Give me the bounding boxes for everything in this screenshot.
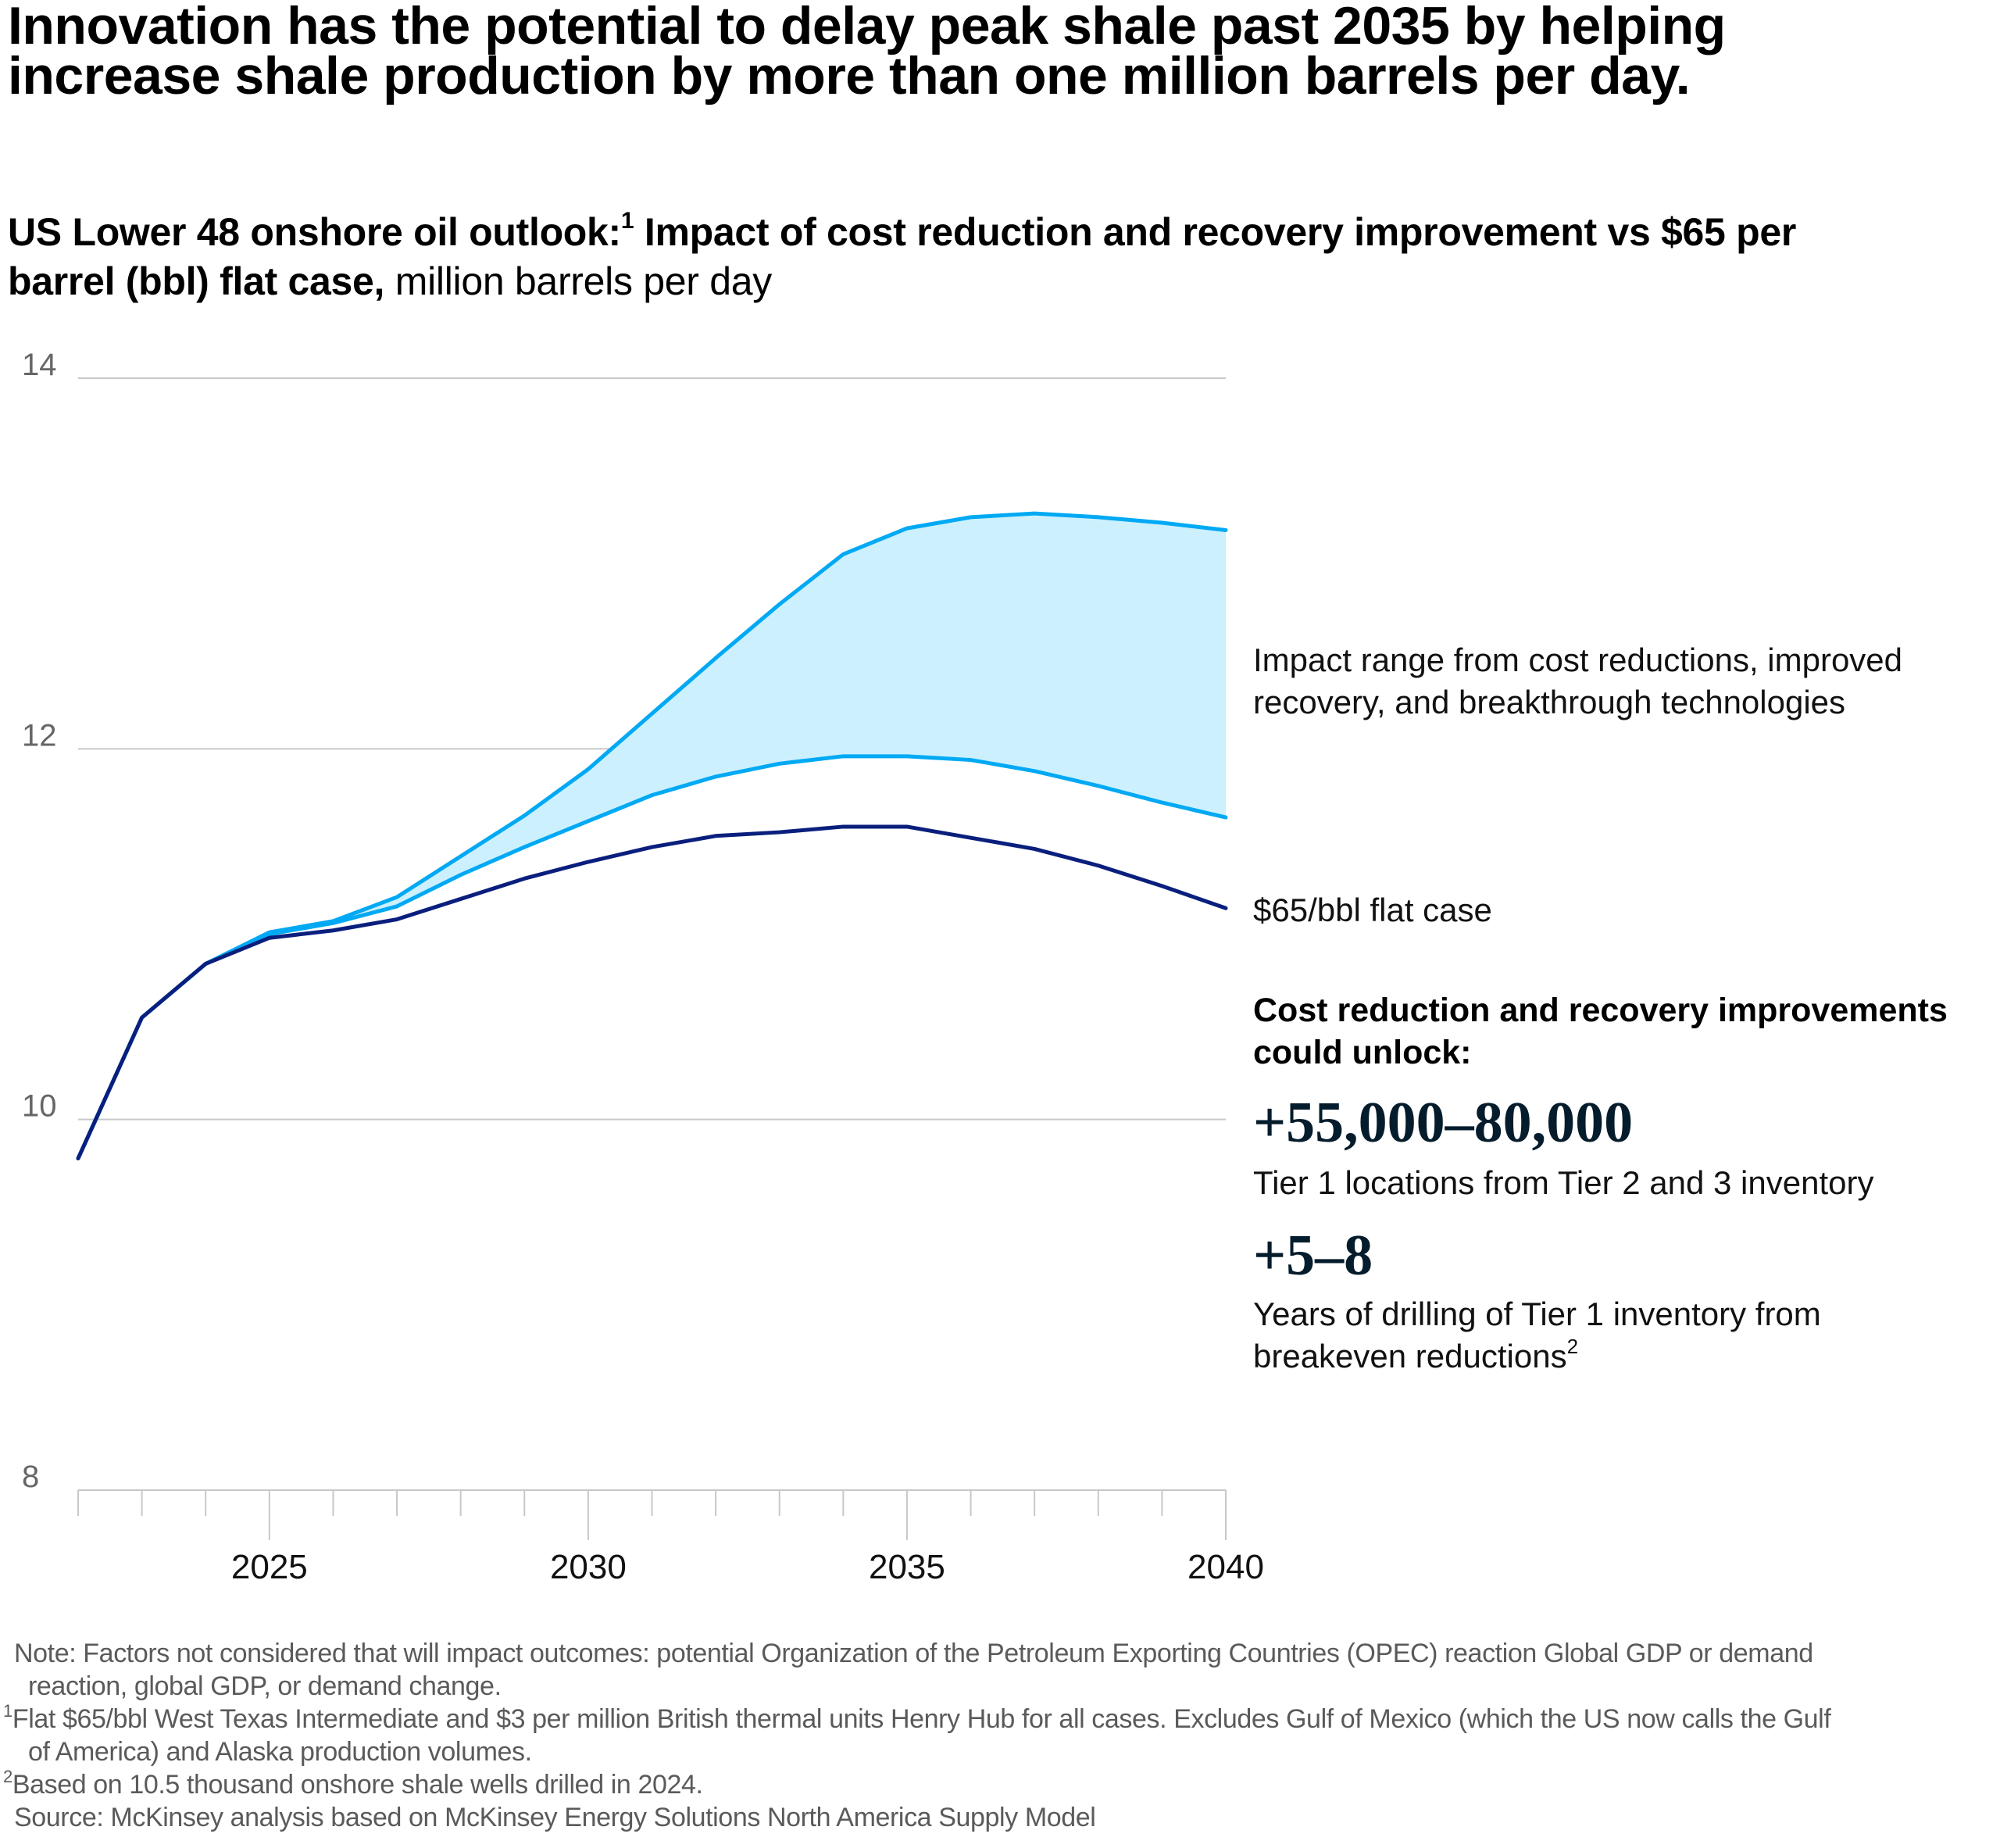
- footnote-1-line2: of America) and Alaska production volume…: [28, 1737, 532, 1767]
- impact-range-band: [78, 513, 1226, 1159]
- stat-locations-description: Tier 1 locations from Tier 2 and 3 inven…: [1253, 1164, 1874, 1201]
- subtitle-unit: million barrels per day: [384, 259, 773, 303]
- x-tick-label-2025: 2025: [231, 1548, 308, 1586]
- chart-subtitle: US Lower 48 onshore oil outlook:1 Impact…: [8, 208, 1961, 306]
- unlock-heading-line1: Cost reduction and recovery improvements: [1253, 992, 1948, 1029]
- x-axis: [77, 1489, 1227, 1540]
- subtitle-bold-2: Impact of cost reduction and recovery im…: [634, 210, 1797, 254]
- flat-case-line: [76, 824, 1228, 1160]
- footnote-1-ref: 1: [3, 1701, 12, 1721]
- footnote-2-line1: Based on 10.5 thousand onshore shale wel…: [12, 1770, 703, 1800]
- stat-years-value: +5–8: [1253, 1224, 1373, 1288]
- x-tick-label-2035: 2035: [869, 1548, 945, 1586]
- footnotes: Note: Factors not considered that will i…: [3, 1637, 1991, 1834]
- impact-range-label-line1: Impact range from cost reductions, impro…: [1253, 642, 1903, 678]
- note-line1: Note: Factors not considered that will i…: [14, 1639, 1813, 1668]
- unlock-heading-line2: could unlock:: [1253, 1034, 1472, 1071]
- flat-case-label: $65/bbl flat case: [1253, 892, 1492, 928]
- line-chart: 8 10 12 14 2025 2030 2035 2040: [22, 348, 1264, 1586]
- stat-years-footnote-ref: 2: [1566, 1335, 1579, 1358]
- y-tick-label-8: 8: [22, 1460, 39, 1494]
- subtitle-footnote-ref: 1: [620, 208, 634, 234]
- stat-years-description: Years of drilling of Tier 1 inventory fr…: [1253, 1293, 1821, 1378]
- y-tick-label-10: 10: [22, 1089, 57, 1124]
- stat-locations-value: +55,000–80,000: [1253, 1091, 1634, 1155]
- stat-years-description-line2: breakeven reductions: [1253, 1338, 1567, 1374]
- subtitle-bold-3: barrel (bbl) flat case,: [8, 259, 385, 303]
- subtitle-bold-1: US Lower 48 onshore oil outlook:: [8, 210, 621, 254]
- impact-range-high-line: [76, 511, 1228, 1160]
- x-tick-label-2040: 2040: [1188, 1548, 1264, 1586]
- footnote-2-ref: 2: [3, 1767, 12, 1786]
- y-tick-label-14: 14: [22, 348, 57, 382]
- page-title-line2: increase shale production by more than o…: [8, 46, 1691, 105]
- x-axis-labels: 2025 2030 2035 2040: [231, 1548, 1264, 1586]
- page-title-line1: Innovation has the potential to delay pe…: [8, 0, 1726, 55]
- impact-range-area: [78, 513, 1226, 1159]
- impact-range-label: Impact range from cost reductions, impro…: [1253, 639, 1902, 724]
- impact-range-low-line: [76, 754, 1228, 1160]
- x-tick-label-2030: 2030: [550, 1548, 627, 1586]
- unlock-heading: Cost reduction and recovery improvements…: [1253, 989, 1948, 1074]
- series-lines: [76, 511, 1228, 1160]
- y-tick-label-12: 12: [22, 718, 57, 752]
- stat-years-description-line1: Years of drilling of Tier 1 inventory fr…: [1253, 1296, 1821, 1332]
- source-line: Source: McKinsey analysis based on McKin…: [14, 1803, 1096, 1832]
- footnote-1-line1: Flat $65/bbl West Texas Intermediate and…: [12, 1704, 1831, 1734]
- y-axis-labels: 8 10 12 14: [22, 348, 57, 1494]
- impact-range-label-line2: recovery, and breakthrough technologies: [1253, 684, 1846, 720]
- note-line2: reaction, global GDP, or demand change.: [28, 1671, 502, 1701]
